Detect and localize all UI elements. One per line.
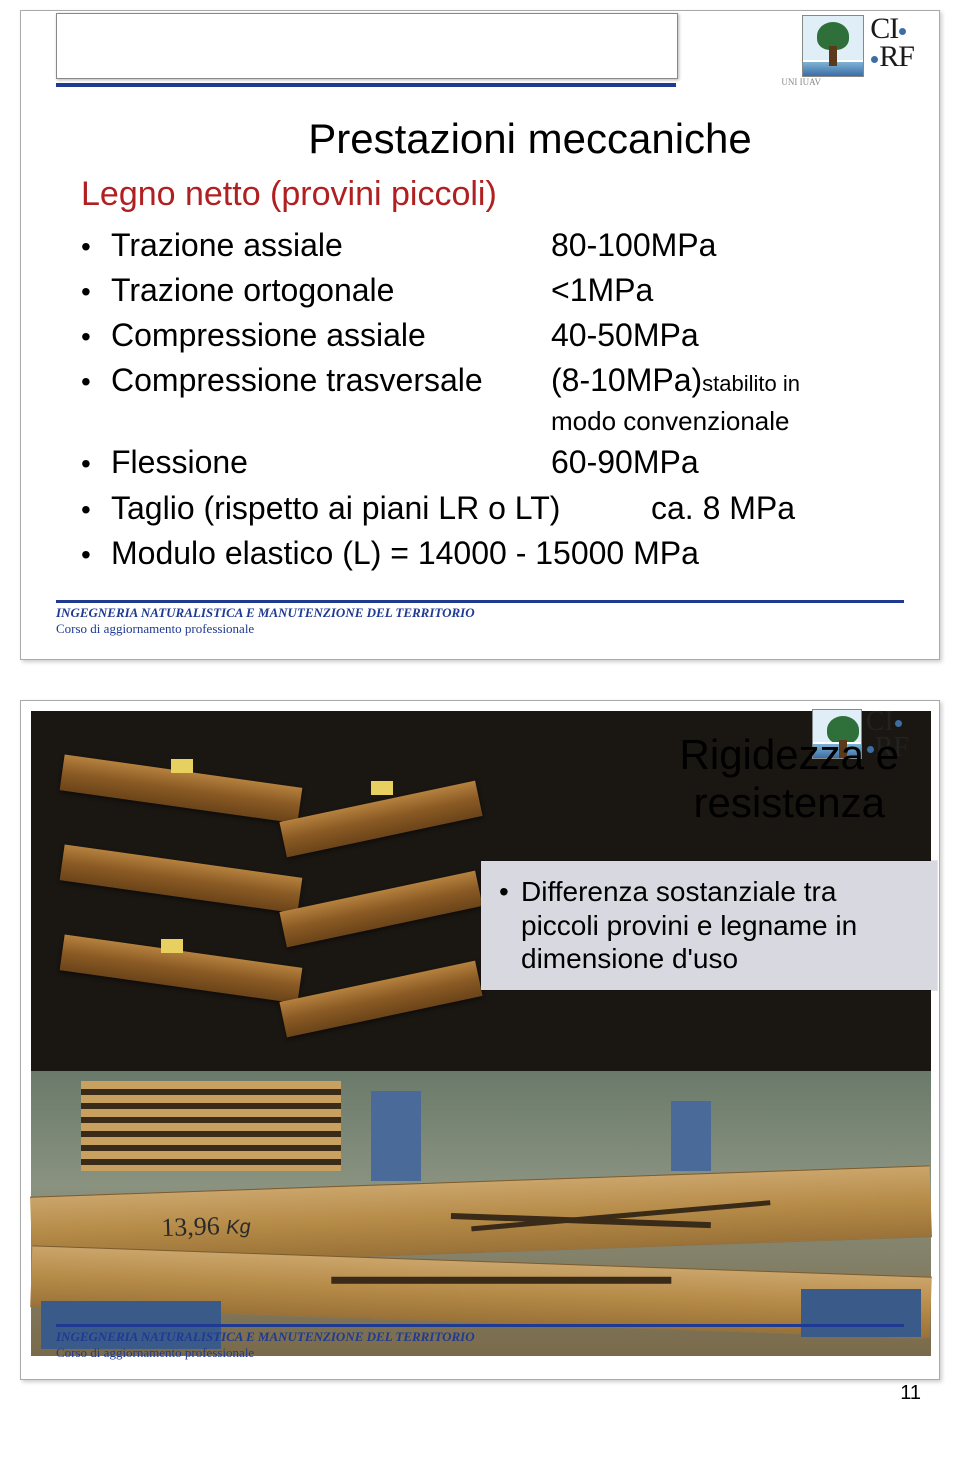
title-placeholder-box xyxy=(56,13,678,79)
bullet-icon: • xyxy=(81,318,111,356)
slide2-title-l2: resistenza xyxy=(680,779,899,827)
brand-line2: RF xyxy=(879,40,914,73)
beam-weight-unit: Kg xyxy=(226,1216,251,1239)
slide1-subtitle: Legno netto (provini piccoli) xyxy=(81,172,899,218)
slide1-content: Prestazioni meccaniche Legno netto (prov… xyxy=(21,101,939,575)
row-label: Compressione assiale xyxy=(111,314,551,357)
brand-dot2 xyxy=(871,56,878,63)
bullet-icon: • xyxy=(499,875,521,909)
wood-specimen xyxy=(60,844,303,913)
uni-label: UNI IUAV xyxy=(781,77,821,87)
slide-2: CI RF Rigidezza e resistenza •Differenza… xyxy=(20,700,940,1380)
row-value-suffix: stabilito in xyxy=(702,371,800,396)
header-rule xyxy=(56,83,676,87)
footer-line1: INGEGNERIA NATURALISTICA E MANUTENZIONE … xyxy=(56,605,904,621)
shelving xyxy=(81,1081,341,1171)
tree-logo-icon xyxy=(802,15,864,77)
row-compressione-trasversale: • Compressione trasversale (8-10MPa)stab… xyxy=(81,359,899,402)
footer-rule xyxy=(56,1324,904,1327)
bullet-icon: • xyxy=(81,273,111,311)
row-label: Trazione assiale xyxy=(111,224,551,267)
beam-weight-value: 13,96 xyxy=(161,1211,220,1242)
brand-text: CI RF xyxy=(870,15,914,71)
footer-rule xyxy=(56,600,904,603)
row-value: 40-50MPa xyxy=(551,314,899,357)
bullet-icon: • xyxy=(81,491,111,529)
row-label: Compressione trasversale xyxy=(111,359,551,402)
row-value: 80-100MPa xyxy=(551,224,899,267)
brand-dot1 xyxy=(899,28,906,35)
specimen-tag xyxy=(171,759,193,773)
brand-dot xyxy=(895,720,902,727)
bullet-icon: • xyxy=(81,363,111,401)
slide1-title: Prestazioni meccaniche xyxy=(161,111,899,168)
slide2-title-l1: Rigidezza e xyxy=(680,731,899,779)
slide2-title: Rigidezza e resistenza xyxy=(680,731,899,827)
beam-weight-label: 13,96 Kg xyxy=(161,1210,251,1243)
lab-equipment xyxy=(371,1091,421,1181)
bullet-icon: • xyxy=(81,228,111,266)
row-label: Flessione xyxy=(111,441,551,484)
bullet-icon: • xyxy=(81,536,111,574)
row-value: 60-90MPa xyxy=(551,441,899,484)
row-trazione-assiale: • Trazione assiale 80-100MPa xyxy=(81,224,899,267)
row-compressione-assiale: • Compressione assiale 40-50MPa xyxy=(81,314,899,357)
slide2-footer: INGEGNERIA NATURALISTICA E MANUTENZIONE … xyxy=(56,1324,904,1361)
body-l1: Differenza sostanziale tra xyxy=(521,876,836,907)
logo-block: CI RF xyxy=(802,15,914,77)
row-modulo-elastico: • Modulo elastico (L) = 14000 - 15000 MP… xyxy=(81,532,899,575)
body-l3: dimensione d'uso xyxy=(521,943,738,974)
page-number: 11 xyxy=(900,1382,921,1405)
slide2-body-panel: •Differenza sostanziale tra piccoli prov… xyxy=(481,861,937,990)
row-value: ca. 8 MPa xyxy=(651,487,899,530)
wood-specimen xyxy=(279,871,482,948)
specimen-tag xyxy=(371,781,393,795)
row-label: Trazione ortogonale xyxy=(111,269,551,312)
row-label: Modulo elastico (L) = 14000 - 15000 MPa xyxy=(111,532,899,575)
row-taglio: • Taglio (rispetto ai piani LR o LT) ca.… xyxy=(81,487,899,530)
slide1-footer: INGEGNERIA NATURALISTICA E MANUTENZIONE … xyxy=(56,600,904,637)
row-value: <1MPa xyxy=(551,269,899,312)
beam-crack xyxy=(331,1277,671,1284)
slide1-header: CI RF UNI IUAV xyxy=(21,11,939,101)
row-modo-convenzionale: modo convenzionale xyxy=(81,404,899,439)
footer-line1: INGEGNERIA NATURALISTICA E MANUTENZIONE … xyxy=(56,1329,904,1345)
body-l2: piccoli provini e legname in xyxy=(521,910,857,941)
bullet-icon: • xyxy=(81,445,111,483)
wood-specimen xyxy=(279,961,482,1038)
slide-1: CI RF UNI IUAV Prestazioni meccaniche Le… xyxy=(20,10,940,660)
lab-equipment xyxy=(671,1101,711,1171)
row-trazione-ortogonale: • Trazione ortogonale <1MPa xyxy=(81,269,899,312)
footer-line2: Corso di aggiornamento professionale xyxy=(56,621,904,637)
row-flessione: • Flessione 60-90MPa xyxy=(81,441,899,484)
row-value-main: (8-10MPa) xyxy=(551,362,702,398)
footer-line2: Corso di aggiornamento professionale xyxy=(56,1345,904,1361)
specimen-tag xyxy=(161,939,183,953)
row-label: Taglio (rispetto ai piani LR o LT) xyxy=(111,487,651,530)
row-value: (8-10MPa)stabilito in xyxy=(551,359,899,402)
row-value: modo convenzionale xyxy=(551,404,899,439)
